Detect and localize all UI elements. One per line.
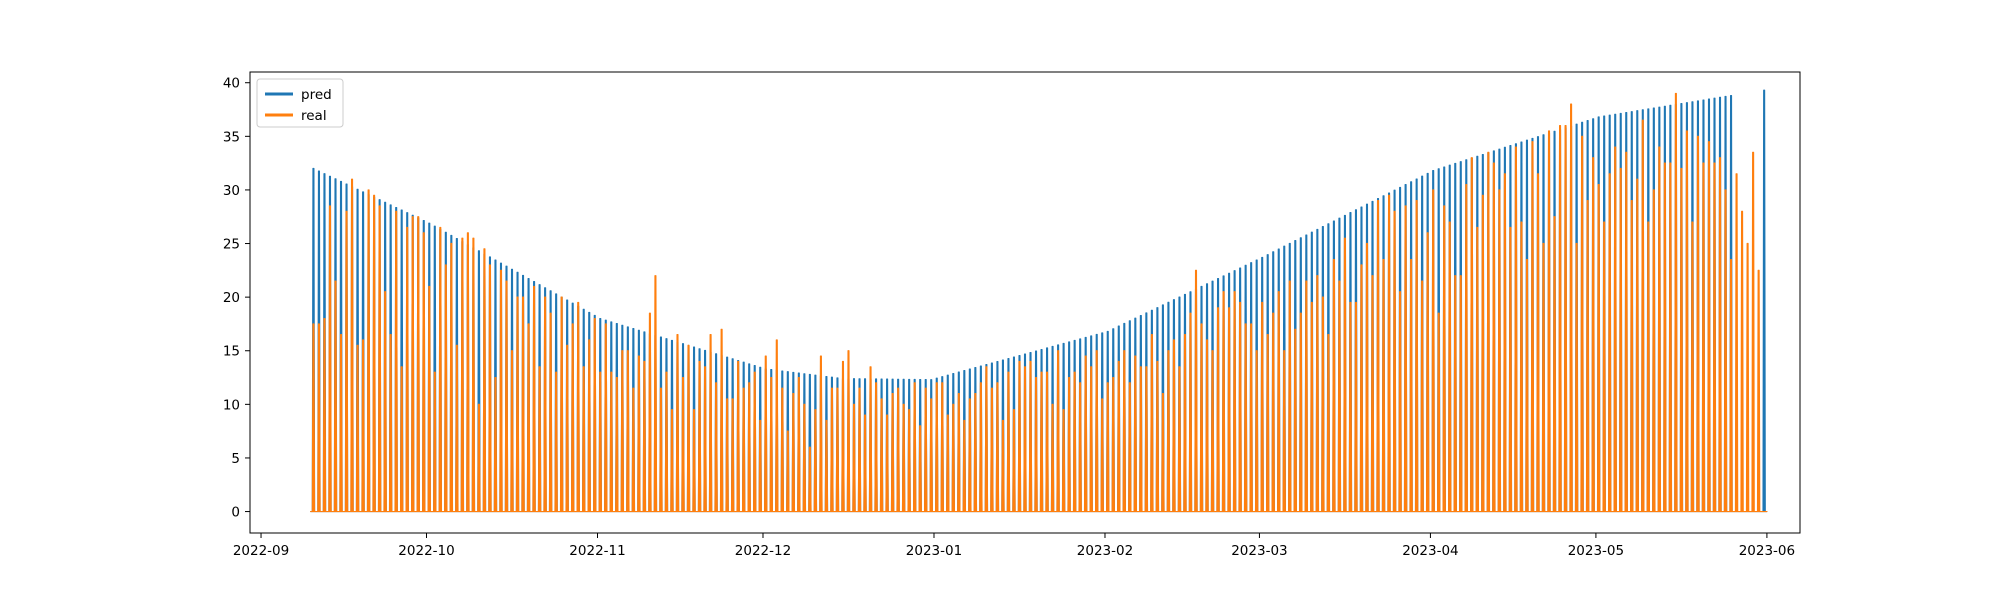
y-tick-label: 25 [223, 237, 240, 253]
x-tick-label: 2022-11 [569, 543, 625, 559]
y-axis: 0 5 10 15 20 25 30 35 40 [223, 76, 250, 521]
x-tick-label: 2022-09 [233, 543, 289, 559]
x-axis: 2022-09 2022-10 2022-11 2022-12 2023-01 2023-… [233, 533, 1795, 559]
y-tick-label: 20 [223, 290, 240, 306]
y-tick-label: 40 [223, 76, 240, 92]
y-tick-label: 0 [231, 505, 240, 521]
plot-area [249, 71, 1801, 534]
legend: pred real [256, 78, 344, 128]
x-tick-label: 2023-03 [1231, 543, 1287, 559]
series-real [310, 92, 1768, 513]
x-tick-label: 2023-06 [1739, 543, 1795, 559]
legend-label-real: real [301, 108, 327, 124]
x-tick-label: 2022-12 [735, 543, 791, 559]
x-tick-label: 2023-05 [1568, 543, 1624, 559]
axes-frame [249, 71, 1801, 534]
y-tick-label: 10 [223, 397, 240, 413]
x-tick-label: 2023-04 [1402, 543, 1458, 559]
y-tick-label: 5 [231, 451, 240, 467]
x-tick-label: 2022-10 [398, 543, 454, 559]
y-tick-label: 35 [223, 129, 240, 145]
x-tick-label: 2023-01 [906, 543, 962, 559]
legend-label-pred: pred [301, 87, 332, 103]
x-tick-label: 2023-02 [1077, 543, 1133, 559]
y-tick-label: 30 [223, 183, 240, 199]
y-tick-label: 15 [223, 344, 240, 360]
series-real-area [310, 92, 1768, 513]
